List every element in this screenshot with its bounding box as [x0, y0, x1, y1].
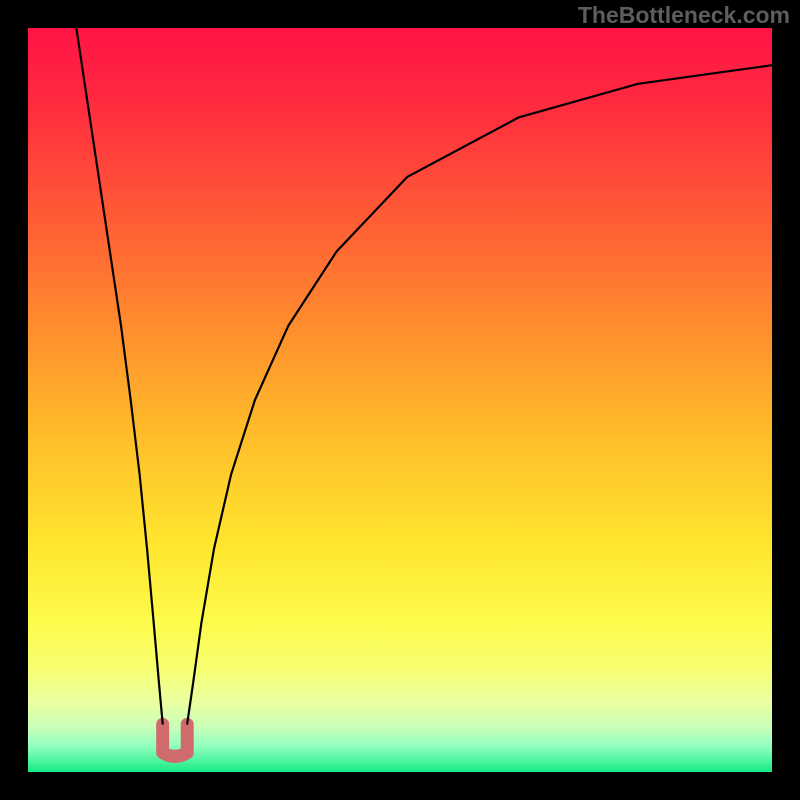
- watermark-text: TheBottleneck.com: [578, 2, 790, 29]
- bottleneck-chart: [0, 0, 800, 800]
- figure-frame: TheBottleneck.com: [0, 0, 800, 800]
- plot-background: [28, 28, 772, 772]
